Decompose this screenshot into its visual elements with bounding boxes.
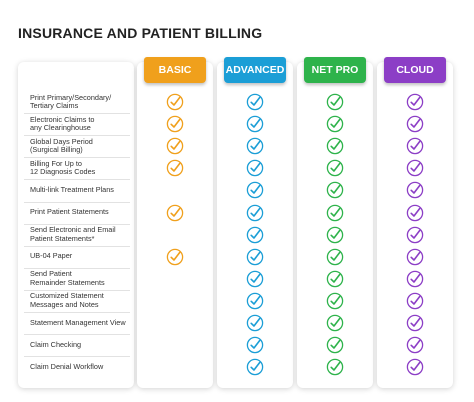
- checkmark: [406, 160, 424, 177]
- checkmark: [406, 270, 424, 288]
- row-separator: [24, 245, 130, 247]
- row-separator: [24, 157, 130, 159]
- row-separator: [24, 113, 130, 115]
- plan-tab: NET PRO: [304, 57, 366, 83]
- plan-tab: CLOUD: [384, 57, 446, 83]
- feature-label: Print Primary/Secondary/ Tertiary Claims: [30, 92, 112, 110]
- checkmark: [406, 226, 424, 243]
- feature-label: Billing For Up to 12 Diagnosis Codes: [30, 158, 96, 177]
- checkmark: [246, 270, 264, 288]
- checkmark: [406, 182, 424, 199]
- checkmark: [326, 314, 344, 332]
- row-separator: [24, 201, 130, 203]
- checkmark: [406, 93, 424, 111]
- checkmark: [246, 182, 264, 199]
- checkmark: [246, 115, 264, 133]
- checkmark: [326, 358, 344, 376]
- checkmark: [246, 137, 264, 155]
- checkmark: [326, 226, 344, 243]
- plan-tab: BASIC: [144, 57, 206, 83]
- checkmark: [326, 93, 344, 111]
- checkmark: [166, 160, 184, 177]
- feature-label: Send Patient Remainder Statements: [30, 269, 105, 287]
- checkmark: [246, 314, 264, 332]
- row-separator: [24, 334, 130, 336]
- checkmark: [326, 115, 344, 133]
- feature-label: Claim Checking: [30, 339, 82, 349]
- feature-label: Print Patient Statements: [30, 207, 109, 217]
- checkmark: [326, 270, 344, 288]
- checkmark: [246, 292, 264, 310]
- plan-tab: ADVANCED: [224, 57, 286, 83]
- row-separator: [24, 289, 130, 291]
- row-separator: [24, 312, 130, 313]
- checkmark: [246, 204, 264, 221]
- checkmark: [406, 358, 424, 376]
- feature-label: Global Days Period (Surgical Billing): [30, 136, 93, 155]
- checkmark: [166, 248, 184, 265]
- checkmark: [406, 292, 424, 310]
- row-separator: [24, 267, 130, 269]
- checkmark: [406, 137, 424, 155]
- checkmark: [246, 226, 264, 243]
- checkmark: [326, 292, 344, 310]
- checkmark: [326, 160, 344, 177]
- checkmark: [246, 160, 264, 177]
- feature-label: Multi-link Treatment Plans: [30, 185, 114, 195]
- checkmark: [326, 204, 344, 221]
- row-separator: [24, 179, 130, 181]
- feature-label: Electronic Claims to any Clearinghouse: [30, 114, 95, 133]
- checkmark: [326, 182, 344, 199]
- checkmark: [406, 204, 424, 221]
- checkmark: [406, 336, 424, 354]
- checkmark: [166, 115, 184, 133]
- feature-label: Claim Denial Workflow: [30, 361, 104, 371]
- checkmark: [166, 93, 184, 111]
- checkmark: [326, 336, 344, 354]
- checkmark: [246, 248, 264, 265]
- checkmark: [246, 358, 264, 376]
- feature-panel: [18, 62, 134, 388]
- checkmark: [406, 115, 424, 133]
- checkmark: [246, 336, 264, 354]
- feature-label: Statement Management View: [30, 317, 126, 327]
- row-separator: [24, 135, 130, 137]
- feature-label: Customized Statement Messages and Notes: [30, 291, 104, 309]
- row-separator: [24, 223, 130, 225]
- row-separator: [24, 356, 130, 358]
- checkmark: [246, 93, 264, 111]
- checkmark: [166, 204, 184, 221]
- checkmark: [406, 248, 424, 265]
- title: INSURANCE AND PATIENT BILLING: [18, 25, 263, 41]
- checkmark: [166, 137, 184, 155]
- checkmark: [326, 137, 344, 155]
- checkmark: [326, 248, 344, 265]
- feature-label: UB-04 Paper: [30, 251, 73, 261]
- feature-label: Send Electronic and Email Patient Statem…: [30, 225, 116, 243]
- checkmark: [406, 314, 424, 332]
